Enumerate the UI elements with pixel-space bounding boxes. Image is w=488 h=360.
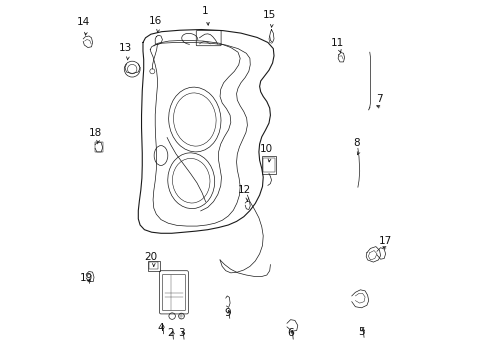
Text: 4: 4 <box>157 323 164 333</box>
Bar <box>149 262 158 269</box>
Text: 8: 8 <box>352 138 359 148</box>
Text: 10: 10 <box>260 144 273 154</box>
Text: 14: 14 <box>77 17 90 27</box>
Bar <box>261 156 276 174</box>
Text: 1: 1 <box>201 6 208 16</box>
Text: 6: 6 <box>286 328 293 338</box>
Bar <box>263 158 274 172</box>
Text: 17: 17 <box>378 235 391 246</box>
Text: 7: 7 <box>375 94 382 104</box>
Text: 3: 3 <box>178 328 184 338</box>
Text: 2: 2 <box>167 328 174 338</box>
Text: 20: 20 <box>144 252 157 262</box>
Text: 19: 19 <box>80 273 93 283</box>
Text: 9: 9 <box>224 307 230 318</box>
Text: 18: 18 <box>88 127 102 138</box>
Text: 13: 13 <box>118 43 131 53</box>
Text: 15: 15 <box>262 10 275 20</box>
Text: 12: 12 <box>237 185 251 195</box>
Bar <box>148 261 159 271</box>
Text: 11: 11 <box>330 37 343 48</box>
Bar <box>95 142 103 152</box>
Text: 16: 16 <box>148 16 162 26</box>
Text: 5: 5 <box>357 327 364 337</box>
